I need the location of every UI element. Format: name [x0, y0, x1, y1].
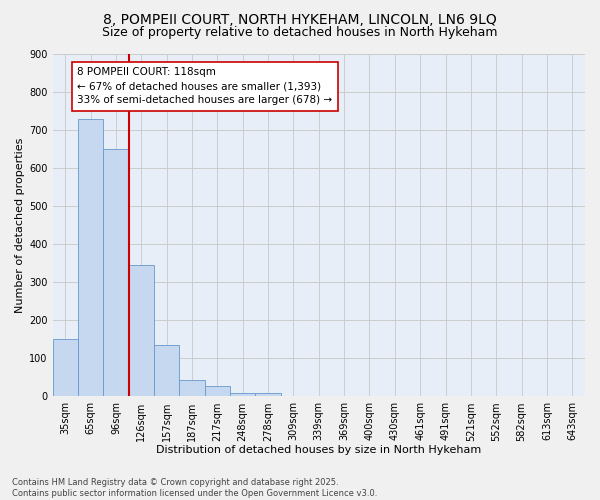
Bar	[53, 340, 78, 396]
Bar	[256, 394, 281, 396]
Text: Size of property relative to detached houses in North Hykeham: Size of property relative to detached ho…	[102, 26, 498, 39]
Bar	[179, 380, 205, 396]
Bar	[103, 149, 128, 396]
Text: 8 POMPEII COURT: 118sqm
← 67% of detached houses are smaller (1,393)
33% of semi: 8 POMPEII COURT: 118sqm ← 67% of detache…	[77, 68, 332, 106]
Y-axis label: Number of detached properties: Number of detached properties	[15, 138, 25, 313]
Bar	[128, 265, 154, 396]
Bar	[154, 345, 179, 397]
Bar	[205, 386, 230, 396]
Text: Contains HM Land Registry data © Crown copyright and database right 2025.
Contai: Contains HM Land Registry data © Crown c…	[12, 478, 377, 498]
X-axis label: Distribution of detached houses by size in North Hykeham: Distribution of detached houses by size …	[156, 445, 481, 455]
Bar	[230, 392, 256, 396]
Bar	[78, 118, 103, 396]
Text: 8, POMPEII COURT, NORTH HYKEHAM, LINCOLN, LN6 9LQ: 8, POMPEII COURT, NORTH HYKEHAM, LINCOLN…	[103, 12, 497, 26]
